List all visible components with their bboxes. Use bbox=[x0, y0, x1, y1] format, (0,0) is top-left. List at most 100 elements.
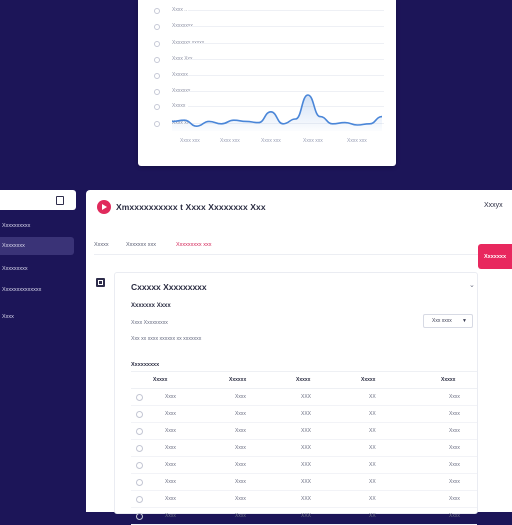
table-cell: Xxxx bbox=[165, 462, 176, 468]
table-cell: XX bbox=[369, 462, 376, 468]
y-label: Xxxxxxx bbox=[172, 88, 191, 94]
user-menu[interactable]: Xxxyx bbox=[484, 202, 503, 209]
table-cell: XXX bbox=[301, 428, 312, 434]
table-cell: Xxxx bbox=[165, 479, 176, 485]
table-cell: XXX bbox=[301, 479, 312, 485]
table-cell: XXX bbox=[301, 462, 312, 468]
table-cell: Xxxx bbox=[165, 428, 176, 434]
filter-dropdown[interactable]: Xxx xxxx ▼ bbox=[423, 314, 473, 328]
app-logo-icon bbox=[97, 200, 111, 214]
legend-dot bbox=[154, 41, 160, 47]
section-text: Xxxx Xxxxxxxxx bbox=[131, 320, 168, 326]
y-label: Xxxxx bbox=[172, 103, 186, 109]
tab-divider bbox=[94, 254, 500, 255]
table-cell: Xxxx bbox=[235, 496, 246, 502]
caret-down-icon: ▼ bbox=[462, 318, 467, 324]
sidebar-header bbox=[0, 190, 76, 210]
table-cell: Xxxx bbox=[449, 496, 460, 502]
row-radio[interactable] bbox=[136, 462, 143, 469]
table-cell: XXX bbox=[301, 496, 312, 502]
x-label: Xxxx xxx bbox=[180, 138, 200, 144]
table-cell: XXX bbox=[301, 394, 312, 400]
table-row[interactable]: Xxxx Xxxx XXX XX Xxxx bbox=[131, 474, 477, 491]
table-row[interactable]: Xxxx Xxxx XXX XX Xxxx bbox=[131, 389, 477, 406]
grid-line bbox=[188, 10, 384, 11]
row-radio[interactable] bbox=[136, 394, 143, 401]
table-row[interactable]: Xxxx Xxxx XXX XX Xxxx bbox=[131, 491, 477, 508]
sidebar-item[interactable]: Xxxxxxxx bbox=[2, 243, 25, 249]
table-cell: Xxxx bbox=[449, 513, 460, 519]
y-label: Xxxxxxxx bbox=[172, 23, 193, 29]
chevron-down-icon[interactable]: ⌄ bbox=[469, 282, 475, 289]
chart-card: Xxxx .. Xxxxxxxx Xxxxxxx xxxx x Xx xx Xxx … bbox=[138, 0, 396, 166]
x-label: Xxxx xxx bbox=[261, 138, 281, 144]
card-title: Cxxxxx Xxxxxxxxx bbox=[131, 282, 207, 292]
sidebar-item[interactable]: Xxxxxxxxx bbox=[2, 266, 28, 272]
table-row[interactable]: Xxxx Xxxx XXX XX Xxxx bbox=[131, 440, 477, 457]
table-cell: XX bbox=[369, 513, 376, 519]
table-cell: XXX bbox=[301, 513, 312, 519]
table-cell: Xxxx bbox=[165, 445, 176, 451]
table-cell: Xxxx bbox=[235, 513, 246, 519]
column-header[interactable]: Xxxxxx bbox=[229, 377, 247, 383]
tab[interactable]: Xxxxxxx xxx bbox=[126, 242, 156, 248]
table-row[interactable]: Xxxx Xxxx XXX XX Xxxx bbox=[131, 406, 477, 423]
table-cell: Xxxx bbox=[449, 462, 460, 468]
table-cell: XX bbox=[369, 479, 376, 485]
table-cell: Xxxx bbox=[165, 394, 176, 400]
chart-area bbox=[172, 95, 382, 131]
table-row[interactable]: Xxxx Xxxx XXX XX Xxxx bbox=[131, 423, 477, 440]
legend-dot bbox=[154, 24, 160, 30]
chart-line bbox=[171, 94, 383, 128]
row-radio[interactable] bbox=[136, 445, 143, 452]
row-radio[interactable] bbox=[136, 428, 143, 435]
table-cell: XX bbox=[369, 394, 376, 400]
table-cell: Xxxx bbox=[165, 513, 176, 519]
table-cell: Xxxx bbox=[165, 496, 176, 502]
x-label: Xxxx xxx bbox=[347, 138, 367, 144]
table-cell: XX bbox=[369, 428, 376, 434]
column-header[interactable]: Xxxxx bbox=[296, 377, 311, 383]
table-cell: Xxxx bbox=[235, 411, 246, 417]
sidebar-item[interactable]: Xxxxxxxxxxxxxx bbox=[2, 287, 42, 293]
row-radio[interactable] bbox=[136, 496, 143, 503]
section-subtitle: Xxxxxxx Xxxx bbox=[131, 303, 171, 309]
y-label: Xxxx Xxx bbox=[172, 56, 193, 62]
table-row[interactable]: Xxxx Xxxx XXX XX Xxxx bbox=[131, 508, 477, 525]
primary-action-button[interactable]: Xxxxxxx bbox=[478, 244, 512, 269]
line-chart bbox=[171, 94, 383, 131]
sidebar: Xxxxxxxxxx Xxxxxxxx Xxxxxxxxx Xxxxxxxxxx… bbox=[0, 190, 82, 512]
dropdown-value: Xxx xxxx bbox=[432, 318, 452, 324]
collapse-sidebar-icon[interactable] bbox=[56, 196, 64, 205]
main-panel: Xmxxxxxxxxxx t Xxxx Xxxxxxxx Xxx Xxxyx X… bbox=[86, 190, 512, 525]
table-cell: XXX bbox=[301, 411, 312, 417]
app-title: Xmxxxxxxxxxx t Xxxx Xxxxxxxx Xxx bbox=[116, 202, 266, 212]
sidebar-item-active[interactable] bbox=[0, 237, 74, 255]
y-label: Xxxx .. bbox=[172, 7, 188, 13]
column-header[interactable]: Xxxxx bbox=[153, 377, 168, 383]
sidebar-item[interactable]: Xxxxxxxxxx bbox=[2, 223, 31, 229]
legend-dot bbox=[154, 73, 160, 79]
table-cell: Xxxx bbox=[235, 445, 246, 451]
table-cell: Xxxx bbox=[449, 445, 460, 451]
tab-active[interactable]: Xxxxxxxxx xxx bbox=[176, 242, 212, 248]
legend-dot bbox=[154, 104, 160, 110]
table-cell: Xxxx bbox=[449, 428, 460, 434]
column-header[interactable]: Xxxxx bbox=[361, 377, 376, 383]
table-cell: Xxxx bbox=[165, 411, 176, 417]
grid-line bbox=[188, 91, 384, 92]
table-cell: Xxxx bbox=[235, 462, 246, 468]
tab[interactable]: Xxxxx bbox=[94, 242, 109, 248]
table-cell: Xxxx bbox=[449, 411, 460, 417]
table-row[interactable]: Xxxx Xxxx XXX XX Xxxx bbox=[131, 457, 477, 474]
legend-dot bbox=[154, 57, 160, 63]
row-radio[interactable] bbox=[136, 479, 143, 486]
sidebar-item[interactable]: Xxxx bbox=[2, 314, 14, 320]
row-radio[interactable] bbox=[136, 411, 143, 418]
grid-line bbox=[188, 26, 384, 27]
column-header[interactable]: Xxxxx bbox=[441, 377, 456, 383]
grid-line bbox=[188, 75, 384, 76]
table-cell: Xxxx bbox=[449, 479, 460, 485]
content-card: Cxxxxx Xxxxxxxxx ⌄ Xxxxxxx Xxxx Xxxx Xxx… bbox=[114, 272, 478, 525]
row-radio[interactable] bbox=[136, 513, 143, 520]
